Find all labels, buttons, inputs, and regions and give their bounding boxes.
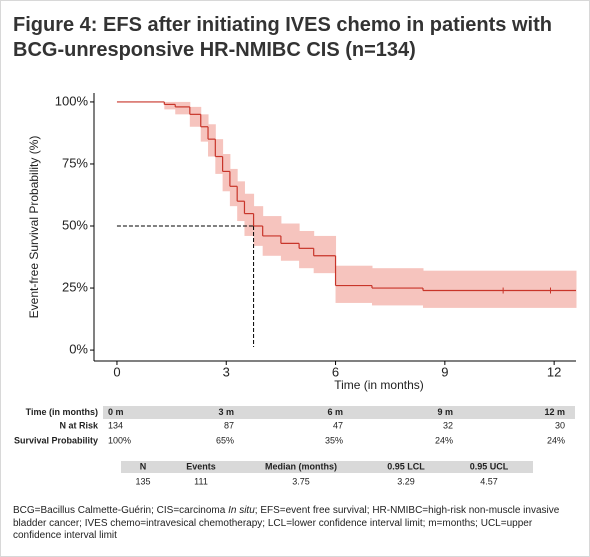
x-tick-label: 12: [547, 364, 561, 379]
table-cell: 135: [135, 476, 150, 486]
table-header: Median (months): [265, 461, 337, 471]
table-cell: 111: [194, 476, 208, 486]
table-cell: 65%: [216, 435, 234, 445]
figure-title: Figure 4: EFS after initiating IVES chem…: [13, 14, 552, 61]
table-cell: 35%: [325, 435, 343, 445]
ci-band: [371, 268, 424, 306]
table-cell: 4.57: [480, 476, 498, 486]
table-cell: 100%: [108, 435, 131, 445]
row-label: Survival Probability: [14, 435, 98, 445]
y-tick-label: 0%: [69, 342, 88, 357]
ci-band: [200, 114, 209, 142]
table-header: 0.95 UCL: [470, 461, 509, 471]
ci-band: [164, 101, 176, 110]
table-header: 0.95 LCL: [387, 461, 425, 471]
y-tick-label: 50%: [62, 217, 88, 232]
footnote-text: BCG=Bacillus Calmette-Guérin; CIS=carcin…: [13, 505, 229, 516]
table-cell: 32: [443, 420, 453, 430]
table-cell: 3 m: [218, 407, 234, 417]
ci-band: [335, 265, 373, 303]
table-cell: 6 m: [327, 407, 343, 417]
x-tick-label: 9: [441, 364, 448, 379]
ci-band: [313, 235, 337, 274]
table-cell: 3.29: [397, 476, 415, 486]
table-cell: 87: [224, 420, 234, 430]
ci-band: [299, 230, 315, 269]
table-header-bg: [103, 406, 575, 419]
ci-band: [208, 124, 216, 157]
x-tick-label: 6: [332, 364, 339, 379]
y-axis-label: Event-free Survival Probability (%): [27, 136, 41, 319]
chart: 0% 25% 50% 75% 100% 0 3 6 9 12 Time (in months) Eve…: [14, 93, 577, 486]
table-cell: 12 m: [544, 407, 565, 417]
table-cell: 9 m: [437, 407, 453, 417]
x-axis-label: Time (in months): [334, 378, 424, 392]
y-tick-label: 100%: [55, 93, 89, 108]
footnote: BCG=Bacillus Calmette-Guérin; CIS=carcin…: [13, 505, 578, 543]
table-cell: 47: [333, 420, 343, 430]
ci-band: [222, 154, 231, 192]
ci-band: [189, 106, 202, 127]
x-tick-label: 0: [113, 364, 120, 379]
ci-band: [175, 101, 191, 115]
table-cell: 0 m: [108, 407, 124, 417]
table-header: Events: [186, 461, 216, 471]
x-tick-label: 3: [223, 364, 230, 379]
row-label: Time (in months): [26, 407, 98, 417]
table-cell: 24%: [547, 435, 565, 445]
row-label: N at Risk: [59, 420, 99, 430]
footnote-text: ; EFS=event free survival; HR-NMIBC=high…: [13, 505, 560, 541]
table-cell: 24%: [435, 435, 453, 445]
ci-band: [229, 168, 238, 207]
table-header: N: [140, 461, 147, 471]
y-tick-label: 75%: [62, 155, 88, 170]
table-header-bg: [121, 461, 533, 473]
ci-band: [280, 223, 300, 261]
table-cell: 30: [555, 420, 565, 430]
footnote-italic: In situ: [228, 505, 255, 516]
table-cell: 3.75: [292, 476, 310, 486]
ci-band: [422, 270, 577, 308]
ci-band: [244, 193, 255, 236]
y-tick-label: 25%: [62, 279, 88, 294]
table-cell: 134: [108, 420, 123, 430]
